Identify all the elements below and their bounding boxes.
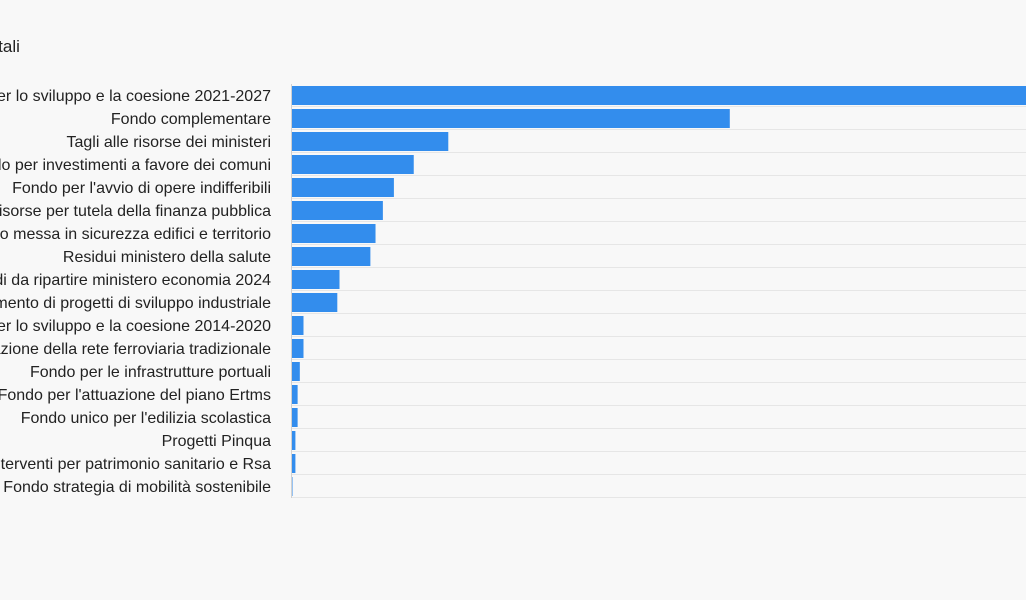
category-label: do per investimenti a favore dei comuni [0,157,271,174]
category-label: Residui ministero della salute [63,249,271,266]
bar[interactable] [291,408,298,427]
bar[interactable] [291,201,383,220]
grid-layer [291,106,1026,498]
bar[interactable] [291,109,730,128]
bar[interactable] [291,362,300,381]
category-label: nterventi per patrimonio sanitario e Rsa [0,456,271,473]
bar[interactable] [291,385,298,404]
category-label: di da ripartire ministero economia 2024 [0,272,271,289]
label-layer: per lo sviluppo e la coesione 2021-2027 F… [0,88,271,496]
bar[interactable] [291,454,296,473]
bar[interactable] [291,224,376,243]
bar[interactable] [291,86,1026,105]
category-label: mento di progetti di sviluppo industrial… [0,295,271,312]
bar[interactable] [291,316,304,335]
category-label: do messa in sicurezza edifici e territor… [0,226,271,243]
category-label: per lo sviluppo e la coesione 2021-2027 [0,88,271,105]
bar[interactable] [291,270,340,289]
chart-subtitle: totali [0,37,20,56]
category-label: Fondo per l'avvio di opere indifferibili [12,180,271,197]
category-label: azione della rete ferroviaria tradiziona… [0,341,271,358]
category-label: Fondo per l'attuazione del piano Ertms [0,387,271,404]
category-label: Progetti Pinqua [162,433,272,450]
bar[interactable] [291,155,414,174]
bar[interactable] [291,132,449,151]
bar[interactable] [291,339,304,358]
bar[interactable] [291,178,394,197]
bar[interactable] [291,293,338,312]
category-label: Fondo complementare [111,111,271,128]
category-label: Fondo strategia di mobilità sostenibile [3,479,271,496]
category-label: per lo sviluppo e la coesione 2014-2020 [0,318,271,335]
bar-layer [291,86,1026,496]
category-label: Fondo per le infrastrutture portuali [30,364,271,381]
bar[interactable] [291,431,296,450]
category-label: Tagli alle risorse dei ministeri [66,134,271,151]
bar[interactable] [291,247,371,266]
category-label: Fondo unico per l'edilizia scolastica [21,410,271,427]
category-label: risorse per tutela della finanza pubblic… [0,203,271,220]
